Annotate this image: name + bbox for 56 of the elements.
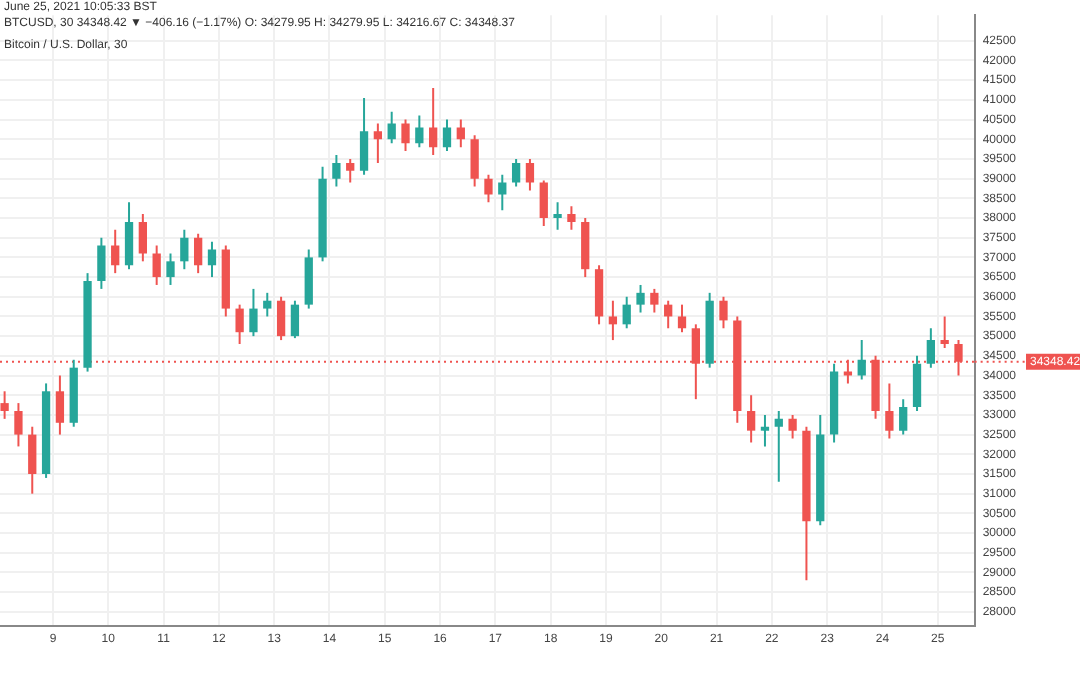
candlestick	[899, 398, 908, 436]
candlestick	[885, 382, 894, 440]
candlestick	[180, 228, 189, 271]
candlestick	[650, 287, 659, 314]
candlestick	[346, 157, 355, 184]
candlestick	[0, 390, 9, 420]
candlestick	[97, 236, 106, 290]
candlestick	[55, 374, 65, 436]
candlestick	[608, 299, 618, 342]
candlestick	[525, 157, 535, 192]
candlestick	[290, 299, 300, 340]
candlestick	[14, 402, 23, 448]
candlestick	[594, 264, 604, 326]
candlestick	[235, 303, 244, 346]
candlestick	[249, 287, 258, 338]
candlestick	[636, 283, 645, 314]
candlestick	[415, 114, 424, 149]
candlestick	[401, 118, 410, 153]
candlestick	[111, 228, 120, 275]
candlestick	[332, 154, 341, 188]
candlestick	[138, 213, 147, 263]
candlestick	[622, 295, 631, 330]
candlestick	[359, 96, 369, 176]
candlestick	[774, 409, 783, 483]
candlestick	[470, 134, 479, 188]
candlestick	[581, 217, 590, 279]
candlestick	[511, 157, 521, 188]
candlestick	[940, 315, 949, 349]
candlestick	[677, 303, 687, 334]
candlestick	[456, 118, 465, 149]
candlestick	[553, 201, 562, 231]
candlestick	[28, 425, 37, 495]
candlestick	[760, 413, 770, 448]
candlestick	[746, 394, 756, 444]
candlestick	[373, 122, 383, 164]
candlestick	[207, 240, 217, 279]
candlestick	[442, 118, 452, 153]
candlestick	[124, 201, 134, 271]
candlestick	[912, 354, 922, 412]
candlestick	[539, 179, 548, 227]
candlestick	[664, 299, 673, 330]
candlestick	[498, 173, 507, 212]
candlestick	[387, 110, 396, 145]
candlestick	[263, 291, 272, 318]
candlestick	[276, 295, 286, 342]
candlestick	[719, 295, 728, 330]
candlestick	[484, 173, 493, 204]
candlestick	[166, 252, 175, 286]
candlestick	[857, 339, 866, 381]
candlestick	[194, 232, 203, 275]
candlestick	[429, 87, 438, 156]
candlestick	[926, 327, 935, 369]
candlestick	[304, 248, 313, 310]
candlestick	[788, 413, 797, 440]
candlestick	[152, 244, 161, 286]
candlestick	[567, 205, 576, 231]
